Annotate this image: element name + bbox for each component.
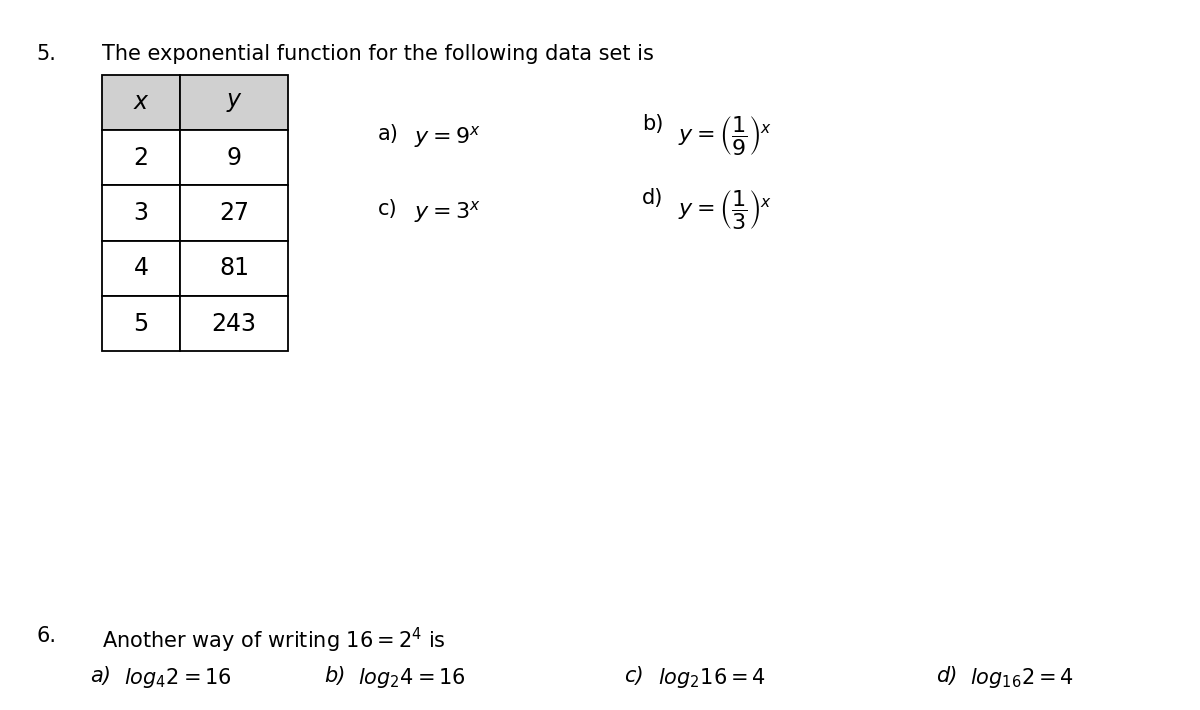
Text: $log_{16} 2 = 4$: $log_{16} 2 = 4$ [970,666,1074,690]
FancyBboxPatch shape [102,130,180,185]
Text: $y$: $y$ [226,90,242,114]
Text: c): c) [378,199,397,219]
Text: 4: 4 [133,256,149,280]
FancyBboxPatch shape [180,241,288,296]
Text: $y = \left(\dfrac{1}{9}\right)^x$: $y = \left(\dfrac{1}{9}\right)^x$ [678,114,772,157]
FancyBboxPatch shape [180,75,288,130]
Text: 3: 3 [133,201,149,225]
Text: a): a) [378,124,398,144]
FancyBboxPatch shape [180,296,288,351]
FancyBboxPatch shape [180,185,288,241]
FancyBboxPatch shape [102,75,180,130]
Text: 27: 27 [220,201,250,225]
Text: 5.: 5. [36,44,56,64]
Text: d): d) [936,666,958,686]
FancyBboxPatch shape [102,185,180,241]
Text: The exponential function for the following data set is: The exponential function for the followi… [102,44,654,64]
Text: $log_4 2 = 16$: $log_4 2 = 16$ [124,666,232,690]
Text: 81: 81 [220,256,250,280]
Text: Another way of writing $16 = 2^4$ is: Another way of writing $16 = 2^4$ is [102,626,446,655]
Text: b): b) [324,666,346,686]
Text: b): b) [642,114,664,133]
FancyBboxPatch shape [180,130,288,185]
Text: $y = 3^x$: $y = 3^x$ [414,199,481,225]
Text: d): d) [642,188,664,208]
Text: $y = \left(\dfrac{1}{3}\right)^x$: $y = \left(\dfrac{1}{3}\right)^x$ [678,188,772,231]
Text: $y = 9^x$: $y = 9^x$ [414,124,481,151]
Text: 6.: 6. [36,626,56,646]
Text: 9: 9 [227,146,241,170]
Text: 5: 5 [133,312,149,336]
Text: a): a) [90,666,110,686]
FancyBboxPatch shape [102,241,180,296]
Text: 243: 243 [211,312,257,336]
Text: c): c) [624,666,643,686]
Text: $log_2 16 = 4$: $log_2 16 = 4$ [658,666,766,690]
Text: $x$: $x$ [133,90,149,114]
FancyBboxPatch shape [102,296,180,351]
Text: $log_2 4 = 16$: $log_2 4 = 16$ [358,666,466,690]
Text: 2: 2 [133,146,149,170]
